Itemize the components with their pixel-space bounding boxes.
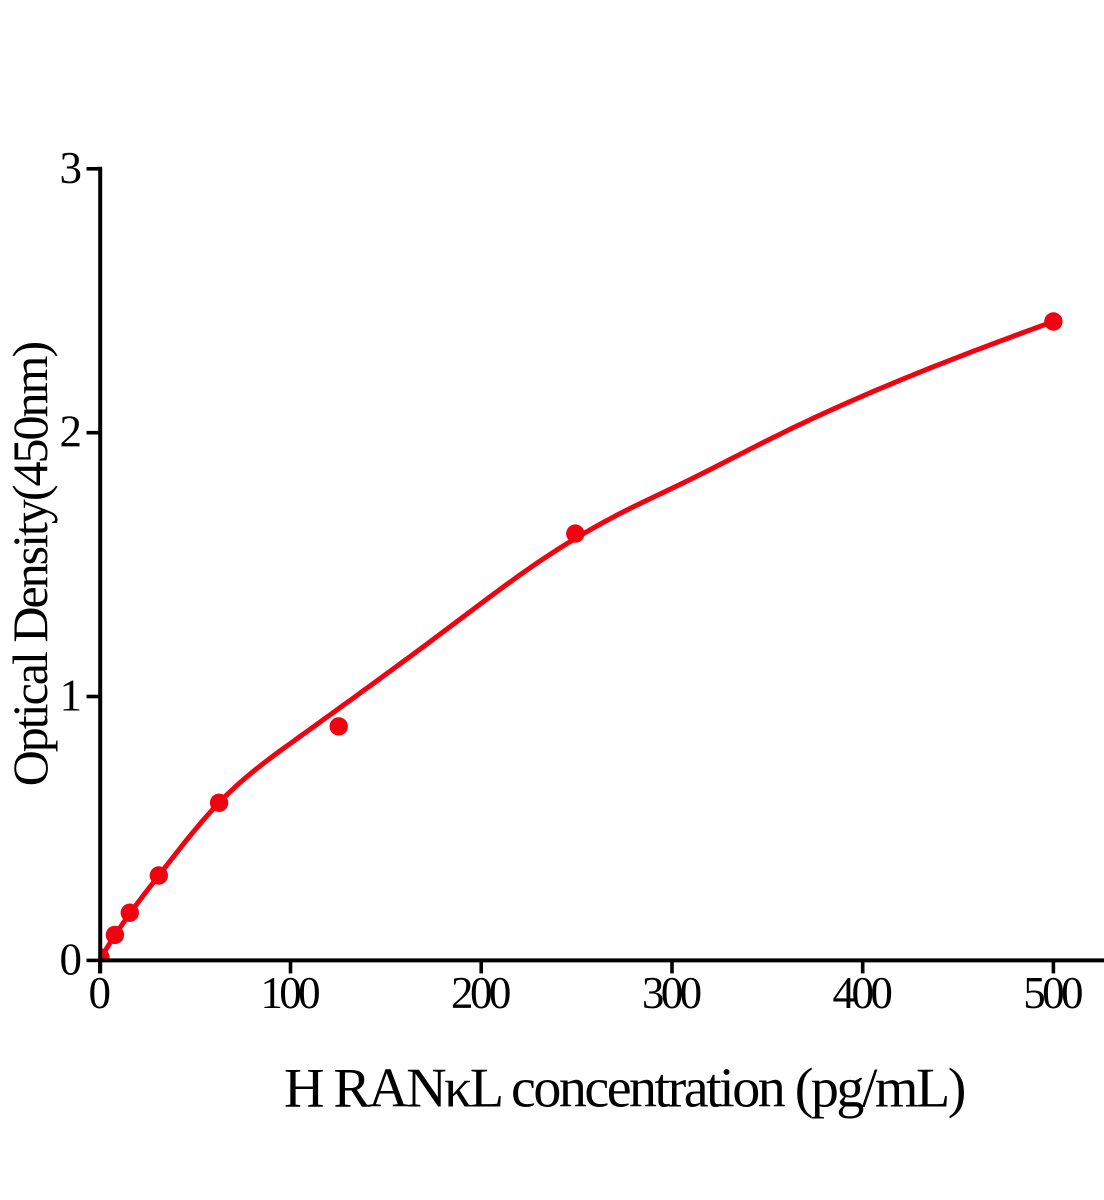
svg-text:0: 0 xyxy=(60,934,83,984)
svg-text:500: 500 xyxy=(1023,968,1082,1018)
svg-text:Optical Density(450nm): Optical Density(450nm) xyxy=(2,343,58,787)
svg-text:1: 1 xyxy=(60,671,83,721)
svg-text:400: 400 xyxy=(833,968,892,1018)
svg-text:200: 200 xyxy=(451,968,510,1018)
svg-text:H RANκL concentration (pg/mL): H RANκL concentration (pg/mL) xyxy=(284,1058,965,1120)
svg-text:100: 100 xyxy=(260,968,319,1018)
svg-text:0: 0 xyxy=(89,968,112,1018)
svg-text:3: 3 xyxy=(60,143,83,193)
svg-text:300: 300 xyxy=(642,968,701,1018)
svg-text:2: 2 xyxy=(60,407,83,457)
